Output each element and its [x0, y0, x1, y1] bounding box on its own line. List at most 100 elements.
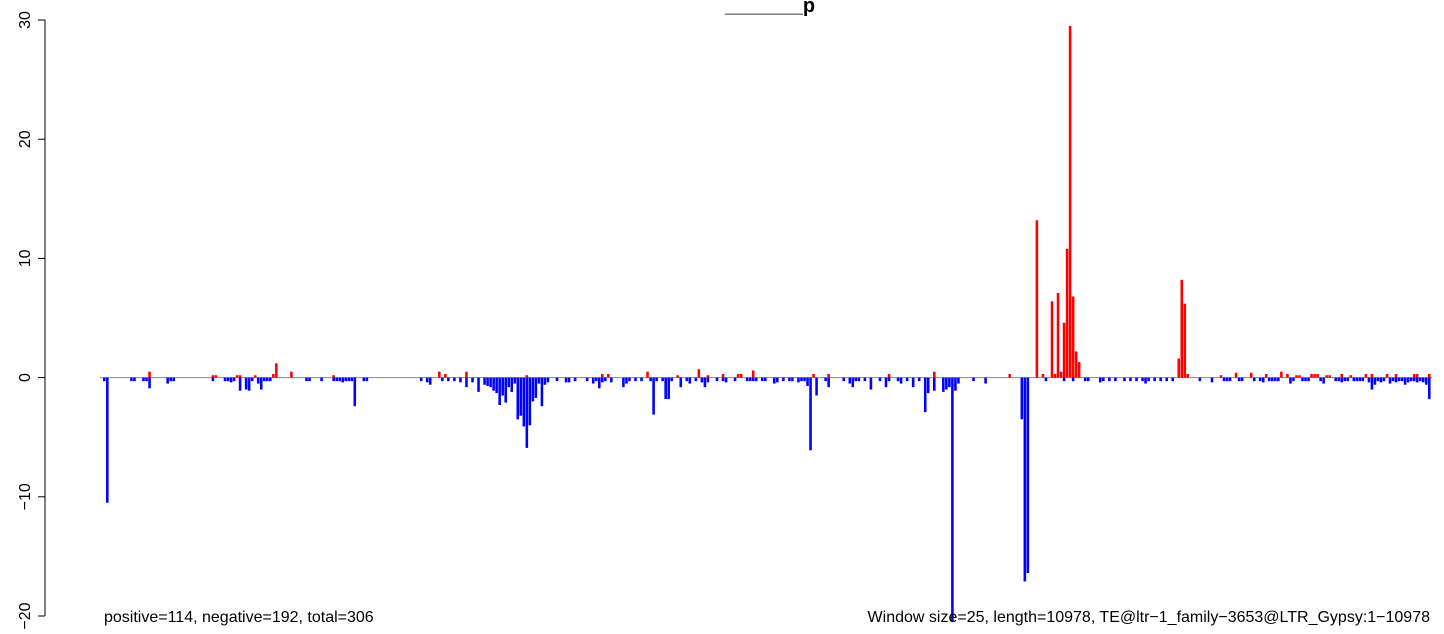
negative-bar — [1355, 377, 1359, 382]
positive-bar — [827, 374, 830, 378]
negative-bar — [776, 377, 779, 383]
negative-bar — [1376, 377, 1380, 382]
negative-bar — [721, 377, 725, 382]
negative-bar — [1388, 377, 1392, 384]
positive-bar — [1177, 358, 1181, 378]
negative-bar — [133, 377, 136, 382]
positive-bar — [1364, 374, 1368, 378]
positive-bar — [1183, 303, 1187, 378]
negative-bar — [528, 377, 532, 426]
negative-bar — [972, 377, 975, 382]
positive-bar — [721, 374, 725, 378]
negative-bar — [945, 377, 948, 390]
positive-bar — [1313, 374, 1316, 378]
y-axis: −20 −10 0 10 20 30 — [17, 11, 45, 630]
positive-bar — [1065, 248, 1069, 378]
positive-bar — [1219, 375, 1223, 378]
negative-bar — [1427, 377, 1431, 400]
negative-bar — [537, 377, 541, 384]
negative-bar — [685, 377, 689, 382]
negative-bar — [1379, 377, 1383, 383]
negative-bar — [1071, 377, 1075, 382]
negative-bar — [543, 377, 547, 385]
negative-bar — [800, 377, 803, 382]
negative-bar — [459, 377, 462, 383]
negative-bar — [754, 377, 758, 382]
negative-bar — [419, 377, 423, 382]
positive-bar — [465, 371, 468, 378]
positive-bar — [444, 374, 447, 378]
negative-bar — [441, 377, 444, 382]
negative-bar — [489, 377, 492, 388]
negative-bar — [585, 377, 589, 382]
negative-bar — [948, 377, 951, 388]
negative-bar — [788, 377, 791, 382]
negative-bar — [1361, 377, 1365, 382]
negative-bar — [751, 377, 755, 382]
negative-bar — [1409, 377, 1413, 382]
negative-bar — [806, 377, 809, 386]
negative-bar — [1086, 377, 1090, 382]
negative-bar — [1322, 377, 1325, 384]
negative-bar — [1382, 377, 1386, 382]
negative-bar — [667, 377, 670, 400]
negative-bar — [265, 377, 269, 382]
negative-bar — [917, 377, 921, 382]
negative-bar — [519, 377, 523, 416]
positive-bar — [1349, 375, 1353, 378]
positive-bar — [1074, 351, 1078, 378]
negative-bar — [851, 377, 855, 388]
negative-bar — [522, 377, 526, 427]
positive-bar — [211, 375, 215, 378]
negative-bar — [250, 377, 254, 382]
negative-bar — [305, 377, 308, 382]
positive-bar — [1415, 374, 1419, 378]
chart-title: _______p — [724, 0, 815, 17]
negative-bar — [169, 377, 172, 382]
positive-bar — [1062, 322, 1066, 378]
positive-bar — [1325, 375, 1328, 378]
negative-bar — [148, 377, 151, 389]
negative-bar — [498, 377, 501, 406]
negative-bar — [365, 377, 369, 382]
positive-bar — [1059, 371, 1063, 378]
negative-bar — [622, 377, 625, 388]
negative-bar — [1258, 377, 1262, 382]
negative-bar — [1222, 377, 1226, 382]
positive-bar — [646, 371, 649, 378]
positive-bar — [1053, 374, 1057, 378]
negative-bar — [1237, 377, 1241, 382]
negative-bar — [984, 377, 987, 384]
negative-bar — [857, 377, 861, 382]
stats-annotation: positive=114, negative=192, total=306 — [104, 609, 374, 626]
negative-bar — [670, 377, 673, 382]
negative-bar — [477, 377, 480, 392]
negative-bar — [447, 377, 450, 382]
positive-bar — [438, 371, 441, 378]
y-tick-label: −20 — [17, 602, 34, 629]
positive-bar — [1385, 374, 1389, 378]
negative-bar — [887, 377, 891, 382]
negative-bar — [1337, 377, 1341, 382]
negative-bar — [353, 377, 357, 407]
negative-bar — [1123, 377, 1126, 382]
negative-bar — [791, 377, 794, 382]
negative-bar — [1141, 377, 1144, 382]
positive-bar — [272, 374, 275, 378]
negative-bar — [601, 377, 604, 383]
negative-bar — [745, 377, 749, 382]
positive-bar — [148, 371, 151, 378]
negative-bar — [694, 377, 698, 382]
negative-bar — [1424, 377, 1428, 385]
positive-bar — [1316, 374, 1319, 378]
negative-bar — [1373, 377, 1377, 385]
positive-bar — [676, 375, 680, 378]
negative-bar — [1397, 377, 1401, 382]
negative-bar — [625, 377, 628, 384]
y-tick-label: 0 — [17, 373, 34, 382]
positive-bar — [275, 363, 278, 378]
negative-bar — [869, 377, 873, 390]
negative-bar — [1023, 377, 1027, 582]
negative-bar — [486, 377, 489, 386]
negative-bar — [1406, 377, 1410, 383]
